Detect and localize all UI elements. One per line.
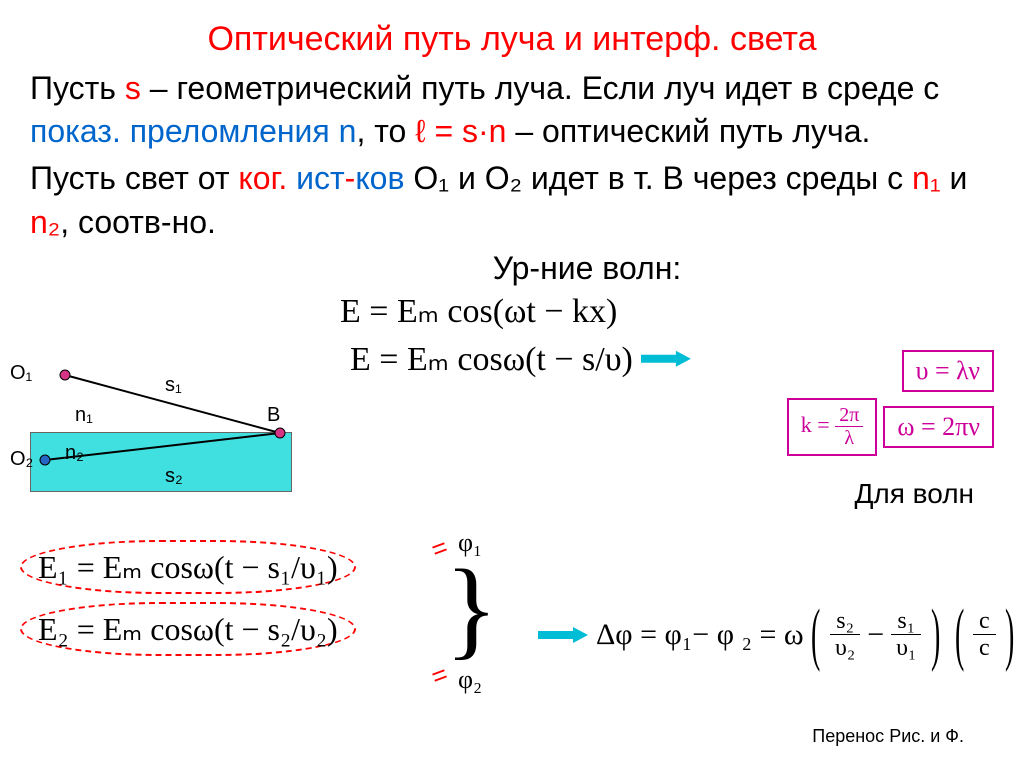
- delta-phi-equation: Δφ = φ₁− φ ₂ = ω ( s₂υ₂ − s₁υ₁ ) ( cc ): [530, 600, 1021, 670]
- label-n2: n₂: [65, 442, 84, 465]
- equation-2: E = Eₘ cosω(t − s/υ): [350, 339, 633, 379]
- formula-k: k = 2πλ: [787, 398, 878, 456]
- arrow-icon: [641, 349, 691, 369]
- equation-E1: E₁ = Eₘ cosω(t − s₁/υ₁): [20, 540, 356, 594]
- paragraph-1: Пусть s – геометрический путь луча. Если…: [30, 67, 994, 153]
- brace: }: [445, 545, 498, 672]
- slide-title: Оптический путь луча и интерф. света: [30, 20, 994, 59]
- phi1-label: φ₁: [458, 528, 482, 558]
- equation-E2: E₂ = Eₘ cosω(t − s₂/υ₂): [20, 602, 356, 656]
- footnote: Перенос Рис. и Ф.: [812, 726, 964, 747]
- side-formulas: υ = λν k = 2πλ ω = 2πν: [787, 350, 994, 462]
- arrow-icon: [538, 625, 588, 645]
- formula-omega: ω = 2πν: [883, 406, 994, 448]
- label-B: В: [267, 404, 280, 427]
- label-n1: n₁: [75, 404, 93, 427]
- label-O2: О₂: [10, 448, 33, 471]
- ray-diagram: О₁ О₂ s₁ s₂ n₁ n₂ В: [10, 360, 290, 520]
- wave-equation-title: Ур-ние волн:: [180, 250, 994, 287]
- for-waves-label: Для волн: [854, 478, 974, 510]
- equation-1: E = Eₘ cos(ωt − kx): [340, 291, 994, 331]
- label-s1: s₁: [165, 374, 182, 397]
- label-s2: s₂: [165, 465, 183, 488]
- formula-v: υ = λν: [902, 350, 994, 392]
- paragraph-2: Пусть свет от ког. ист-ков О₁ и О₂ идет …: [30, 157, 994, 243]
- label-O1: О₁: [10, 362, 32, 385]
- phi2-label: φ₂: [458, 665, 482, 695]
- delta-phi-lead: Δφ = φ₁− φ ₂ = ω: [596, 618, 804, 652]
- equation-pair: E₁ = Eₘ cosω(t − s₁/υ₁) E₂ = Eₘ cosω(t −…: [20, 540, 356, 664]
